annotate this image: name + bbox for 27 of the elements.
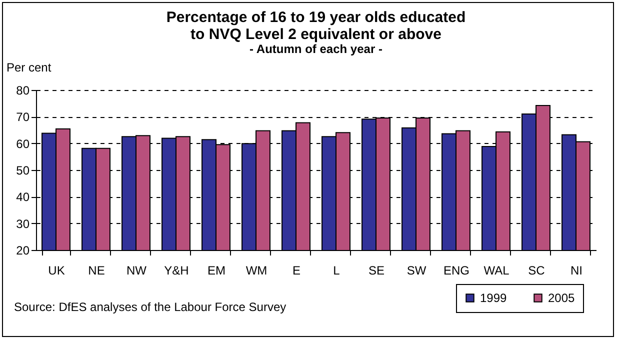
chart-subtitle: - Autumn of each year - bbox=[250, 42, 382, 56]
x-tick-label: WAL bbox=[484, 264, 510, 278]
x-tick-label: Y&H bbox=[164, 264, 189, 278]
y-tick-label: 50 bbox=[16, 164, 30, 178]
x-tick-label: E bbox=[292, 264, 301, 278]
y-tick-label: 70 bbox=[16, 110, 30, 124]
x-tick-label: L bbox=[333, 264, 340, 278]
x-tick-label: NI bbox=[570, 264, 582, 278]
source-note: Source: DfES analyses of the Labour Force Survey bbox=[14, 300, 286, 314]
x-tick-label: SE bbox=[368, 264, 385, 278]
x-tick-label: NW bbox=[126, 264, 148, 278]
x-tick-label: SC bbox=[528, 264, 546, 278]
x-tick-label: NE bbox=[88, 264, 105, 278]
x-tick-label: EM bbox=[208, 264, 226, 278]
legend-label: 1999 bbox=[480, 291, 508, 305]
y-tick-label: 40 bbox=[16, 190, 30, 204]
y-axis-title: Per cent bbox=[6, 60, 52, 74]
y-tick-label: 20 bbox=[16, 244, 30, 258]
y-tick-label: 80 bbox=[16, 84, 30, 98]
chart-title: Percentage of 16 to 19 year olds educated to NVQ Level 2 equivalent or above bbox=[166, 9, 466, 43]
y-tick-label: 30 bbox=[16, 216, 30, 231]
x-tick-label: WM bbox=[246, 264, 268, 278]
y-tick-label: 60 bbox=[16, 136, 30, 151]
x-tick-label: ENG bbox=[443, 264, 470, 278]
x-tick-label: UK bbox=[48, 264, 65, 278]
legend-label: 2005 bbox=[548, 291, 576, 305]
x-tick-label: SW bbox=[406, 264, 427, 278]
